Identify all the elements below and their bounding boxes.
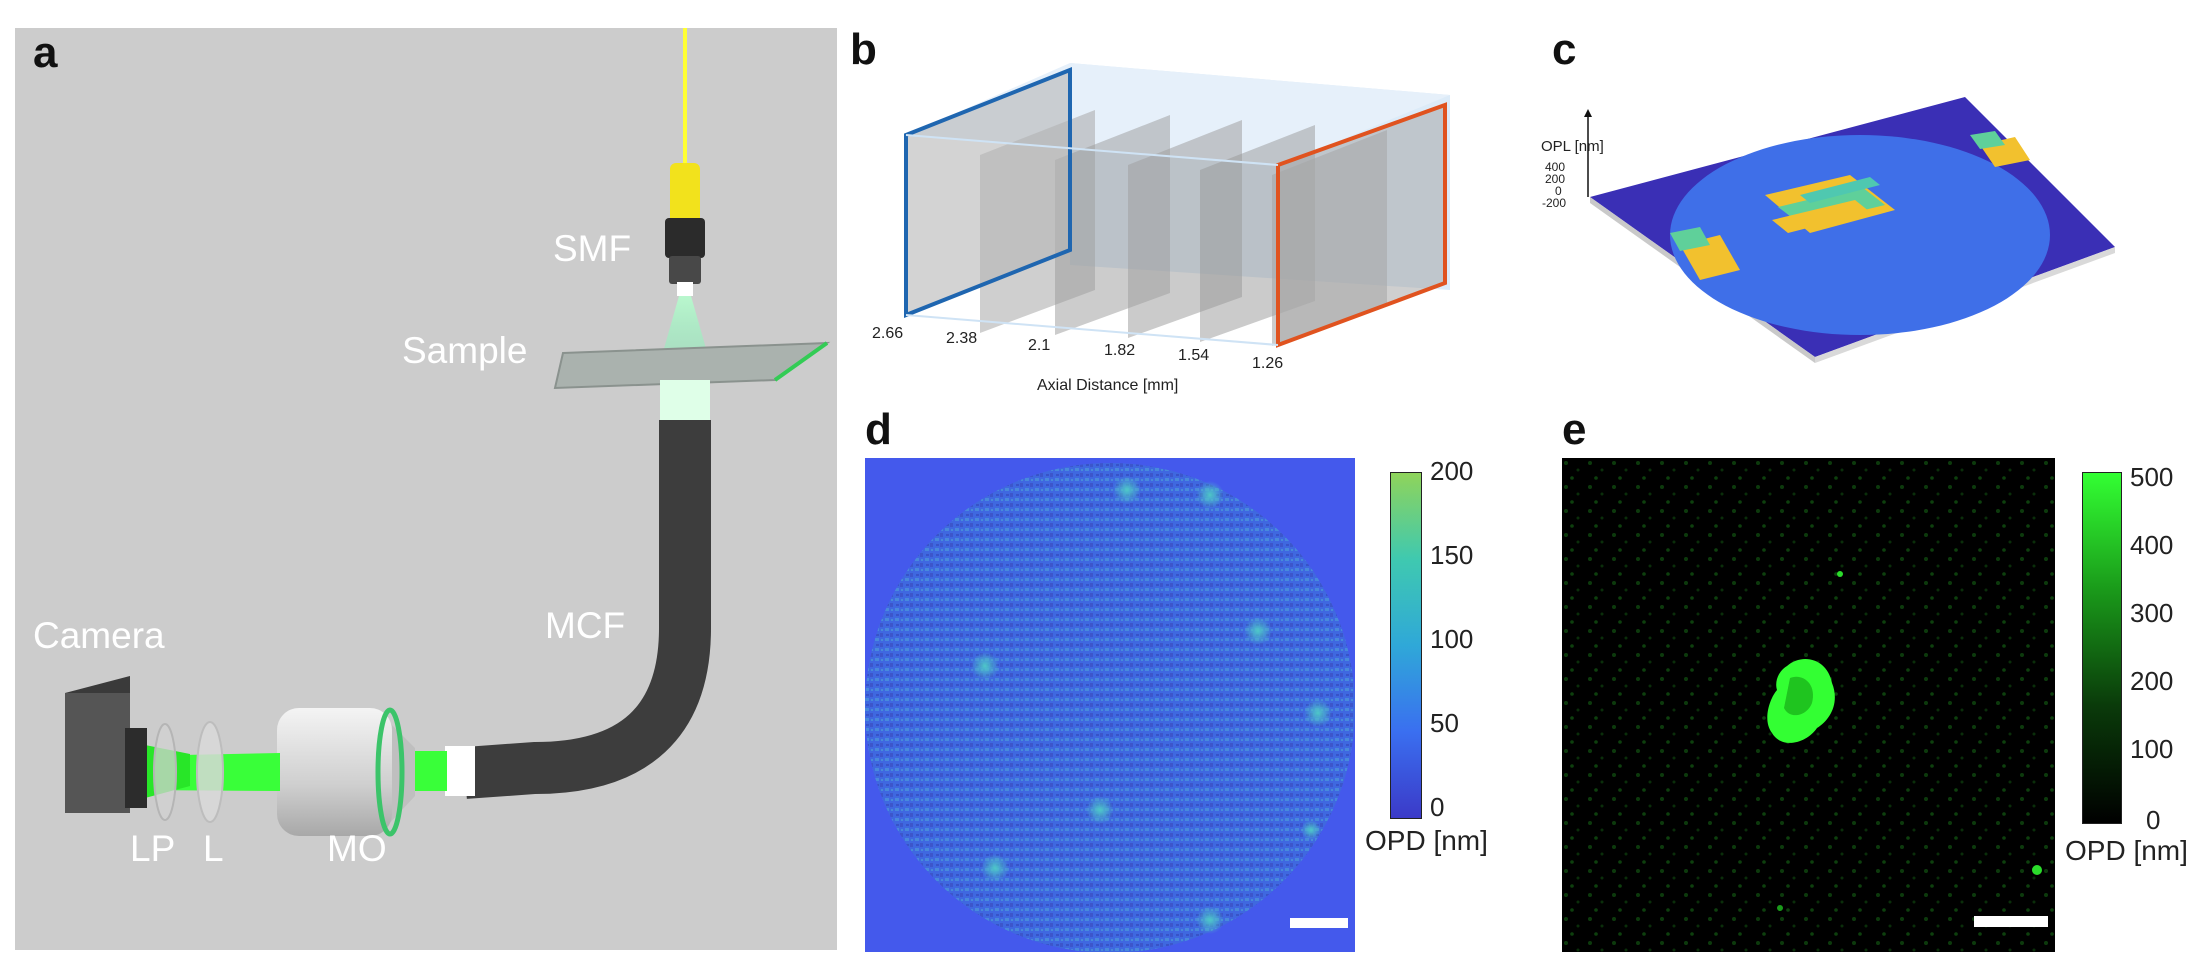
panel-c <box>1540 85 2120 365</box>
fiber-core-disk <box>865 463 1355 952</box>
c-ztick-4: -200 <box>1542 196 1567 210</box>
d-cbar-tick-0: 0 <box>1430 792 1445 822</box>
panel-d-colorbar <box>1390 472 1422 819</box>
label-mo: MO <box>327 828 387 869</box>
label-camera: Camera <box>33 615 165 656</box>
b-tick-1: 2.66 <box>872 325 904 342</box>
panel-b <box>870 55 1470 415</box>
panel-b-letter: b <box>850 25 877 74</box>
b-tick-4: 1.82 <box>1104 342 1136 359</box>
circular-field <box>1670 135 2050 335</box>
linear-polarizer <box>153 723 177 821</box>
camera <box>65 693 130 813</box>
label-sample: Sample <box>402 330 528 371</box>
panel-e-image <box>1562 458 2055 952</box>
b-tick-3: 2.1 <box>1028 337 1051 354</box>
microscope-objective <box>277 708 392 836</box>
e-cbar-tick-300: 300 <box>2130 598 2174 628</box>
panel-e-colorbar <box>2082 472 2122 824</box>
panel-e-letter: e <box>1562 405 1587 454</box>
d-cbar-tick-50: 50 <box>1430 708 1459 738</box>
e-cbar-tick-400: 400 <box>2130 530 2174 560</box>
scale-bar <box>1974 916 2048 927</box>
d-cbar-tick-150: 150 <box>1430 540 1474 570</box>
c-ztick-3: 0 <box>1555 184 1562 198</box>
e-cbar-tick-100: 100 <box>2130 734 2174 764</box>
setup-schematic <box>65 28 831 837</box>
b-tick-5: 1.54 <box>1178 347 1210 364</box>
c-ztick-1: 400 <box>1545 160 1566 174</box>
last-frame <box>1276 102 1447 348</box>
opl-3d-surface <box>1584 97 2115 363</box>
b-axis-label: Axial Distance [mm] <box>1037 377 1179 394</box>
label-smf: SMF <box>553 228 632 269</box>
panel-c-letter: c <box>1552 25 1577 74</box>
panel-d-image <box>865 458 1355 952</box>
panel-a-letter: a <box>33 28 58 77</box>
first-frame <box>904 67 1072 318</box>
panel-a <box>15 28 837 950</box>
lens <box>196 721 224 823</box>
multicore-fiber <box>463 420 711 799</box>
e-cbar-tick-500: 500 <box>2130 462 2174 492</box>
label-mcf: MCF <box>545 605 626 646</box>
scale-bar <box>1290 918 1348 928</box>
e-cbar-label: OPD [nm] <box>2065 835 2188 866</box>
single-mode-fiber <box>683 28 687 168</box>
d-cbar-tick-200: 200 <box>1430 456 1474 486</box>
axial-stack <box>904 63 1450 348</box>
d-cbar-tick-100: 100 <box>1430 624 1474 654</box>
c-ztick-2: 200 <box>1545 172 1566 186</box>
label-l: L <box>203 828 224 869</box>
d-cbar-label: OPD [nm] <box>1365 825 1488 856</box>
panel-d-letter: d <box>865 405 892 454</box>
e-cbar-tick-200: 200 <box>2130 666 2174 696</box>
e-cbar-tick-0: 0 <box>2146 805 2161 835</box>
c-axis-label: OPL [nm] <box>1541 138 1604 155</box>
b-tick-6: 1.26 <box>1252 355 1284 372</box>
b-tick-2: 2.38 <box>946 330 978 347</box>
label-lp: LP <box>130 828 176 869</box>
